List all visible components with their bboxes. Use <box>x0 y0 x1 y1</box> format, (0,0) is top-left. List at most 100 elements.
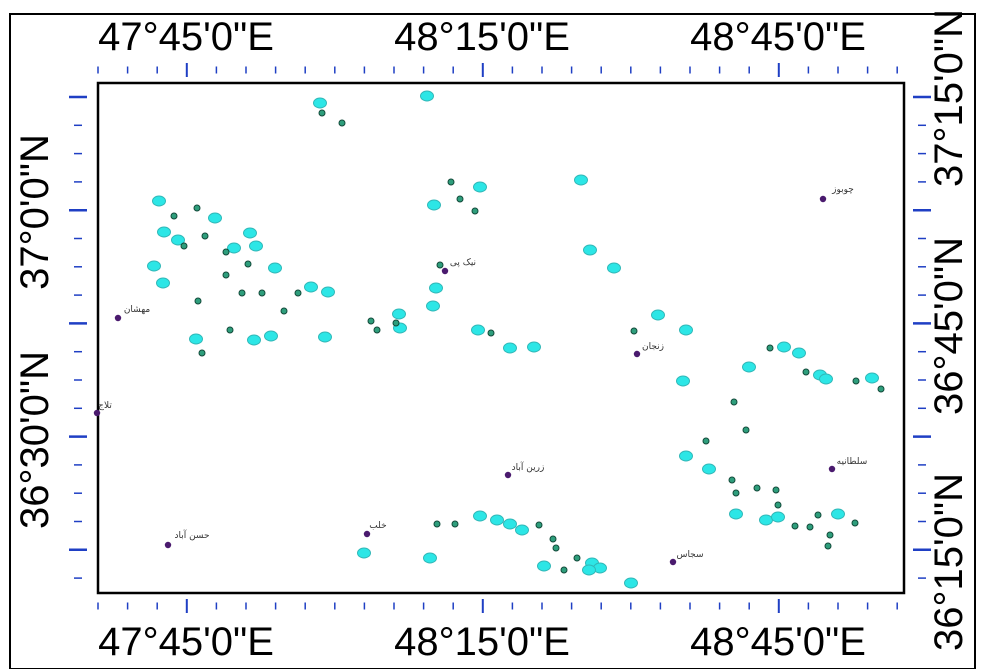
point-marker <box>824 542 832 550</box>
point-marker <box>732 489 740 497</box>
station-symbol <box>537 560 551 572</box>
station-symbol <box>264 330 278 342</box>
station-symbol <box>156 277 170 289</box>
station-symbol <box>503 518 517 530</box>
station-symbol <box>189 333 203 345</box>
right-label-2: 36°45'0"N <box>927 237 971 415</box>
point-marker <box>560 566 568 574</box>
city-dot <box>114 314 122 322</box>
point-marker <box>471 207 479 215</box>
station-symbol <box>420 90 434 102</box>
point-marker <box>193 204 201 212</box>
city-layer <box>93 195 836 566</box>
left-label-2: 36°30'0"N <box>13 351 57 529</box>
map-neatline <box>96 81 906 595</box>
point-marker <box>447 178 455 186</box>
point-marker <box>280 307 288 315</box>
city-dot <box>819 195 827 203</box>
bottom-label-2: 48°15'0"E <box>394 620 570 664</box>
place-label-nikpey: نیک پی <box>450 258 476 268</box>
point-marker <box>877 385 885 393</box>
station-symbol <box>227 242 241 254</box>
station-symbol <box>865 372 879 384</box>
point-marker <box>730 398 738 406</box>
point-marker <box>806 523 814 531</box>
station-symbol <box>268 262 282 274</box>
right-label-3: 36°15'0"N <box>927 473 971 651</box>
top-label-2: 48°15'0"E <box>394 15 570 59</box>
station-symbol <box>742 361 756 373</box>
city-dot <box>363 530 371 538</box>
place-label-soltanieh: سلطانیه <box>837 457 868 467</box>
point-marker <box>451 520 459 528</box>
point-marker <box>201 232 209 240</box>
station-symbol <box>473 181 487 193</box>
point-marker <box>852 377 860 385</box>
point-marker <box>753 484 761 492</box>
point-marker <box>238 289 246 297</box>
top-label-3: 48°45'0"E <box>690 15 866 59</box>
station-symbol <box>392 308 406 320</box>
city-dot <box>93 409 101 417</box>
point-marker <box>180 242 188 250</box>
station-symbol <box>702 463 716 475</box>
station-symbol <box>515 524 529 536</box>
station-symbol <box>819 373 833 385</box>
point-marker <box>456 195 464 203</box>
point-marker <box>367 317 375 325</box>
station-symbol <box>304 281 318 293</box>
right-coordinate-labels: 37°15'0"N 36°45'0"N 36°15'0"N <box>927 9 971 651</box>
point-marker <box>258 289 266 297</box>
point-marker <box>487 329 495 337</box>
point-marker <box>436 261 444 269</box>
point-marker <box>222 248 230 256</box>
point-marker <box>170 212 178 220</box>
bottom-label-1: 47°45'0"E <box>98 620 274 664</box>
station-symbol <box>318 331 332 343</box>
point-marker <box>433 520 441 528</box>
point-marker <box>294 289 302 297</box>
point-marker <box>851 519 859 527</box>
top-coordinate-labels: 47°45'0"E 48°15'0"E 48°45'0"E <box>98 15 866 59</box>
station-symbol <box>729 508 743 520</box>
station-symbol <box>147 260 161 272</box>
green-point-layer <box>170 109 885 574</box>
station-symbol <box>792 347 806 359</box>
graticule-ticks <box>69 63 931 613</box>
station-symbol <box>157 226 171 238</box>
point-marker <box>549 535 557 543</box>
station-symbol <box>527 341 541 353</box>
station-symbol <box>679 450 693 462</box>
point-marker <box>774 501 782 509</box>
point-marker <box>373 326 381 334</box>
point-marker <box>728 476 736 484</box>
bottom-label-3: 48°45'0"E <box>690 620 866 664</box>
point-marker <box>318 109 326 117</box>
point-marker <box>244 260 252 268</box>
point-marker <box>222 271 230 279</box>
station-symbol <box>771 511 785 523</box>
station-symbol <box>624 577 638 589</box>
city-dot <box>828 465 836 473</box>
station-symbol <box>503 342 517 354</box>
point-marker <box>826 531 834 539</box>
point-marker <box>772 486 780 494</box>
city-dot <box>669 558 677 566</box>
station-symbol <box>357 547 371 559</box>
point-marker <box>226 326 234 334</box>
place-label-zarrinabad: زرین آباد <box>512 461 545 473</box>
point-marker <box>194 297 202 305</box>
station-symbol <box>582 564 596 576</box>
station-symbol <box>473 510 487 522</box>
point-marker <box>766 344 774 352</box>
point-marker <box>630 327 638 335</box>
station-symbol <box>574 174 588 186</box>
station-symbol <box>152 195 166 207</box>
station-symbol <box>759 514 773 526</box>
bottom-coordinate-labels: 47°45'0"E 48°15'0"E 48°45'0"E <box>98 620 866 664</box>
place-label-mahneshan: مهشان <box>124 305 151 315</box>
station-symbol <box>471 324 485 336</box>
point-marker <box>702 437 710 445</box>
station-symbol <box>429 282 443 294</box>
station-symbol <box>321 286 335 298</box>
